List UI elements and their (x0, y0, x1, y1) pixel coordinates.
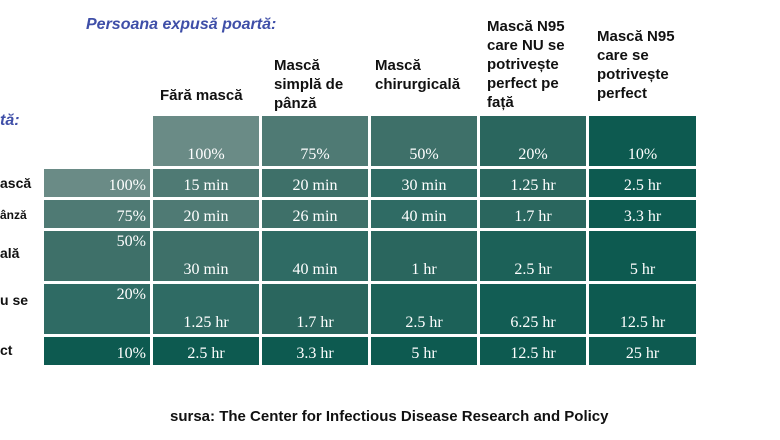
cell-value: 30 min (401, 177, 447, 194)
cell-value: 15 min (183, 177, 229, 194)
column-pct-cell: 10% (589, 116, 696, 166)
row-pct: 75% (116, 208, 146, 225)
cell-value: 26 min (292, 208, 338, 225)
column-pct-cell: 20% (480, 116, 586, 166)
cell-value: 1.7 hr (296, 314, 334, 331)
cell-value: 6.25 hr (510, 314, 556, 331)
cell-value: 1.25 hr (183, 314, 229, 331)
column-header-3: Mască chirurgicală (375, 57, 461, 93)
column-header-4: Mască N95 care NU se potrivește perfect … (487, 18, 565, 111)
row-pct: 20% (116, 286, 146, 303)
cell-value: 5 hr (629, 261, 656, 278)
cell-value: 25 hr (625, 345, 660, 362)
table-cell: 1.7 hr (262, 284, 368, 334)
cell-value: 40 min (401, 208, 447, 225)
cell-value: 1.25 hr (510, 177, 556, 194)
table-cell: 2.5 hr (371, 284, 477, 334)
cell-value: 2.5 hr (405, 314, 443, 331)
column-pct: 50% (409, 146, 439, 163)
table-cell: 20 min (153, 200, 259, 228)
row-header-2: ânză (0, 208, 27, 222)
cell-value: 2.5 hr (514, 261, 552, 278)
table-cell: 1.7 hr (480, 200, 586, 228)
table-cell: 6.25 hr (480, 284, 586, 334)
row-pct-cell: 100% (44, 169, 150, 197)
cell-value: 3.3 hr (623, 208, 662, 225)
table-cell: 1.25 hr (153, 284, 259, 334)
column-pct-cell: 100% (153, 116, 259, 166)
table-cell: 12.5 hr (480, 337, 586, 365)
table-cell: 5 hr (589, 231, 696, 281)
row-pct-cell: 75% (44, 200, 150, 228)
cell-value: 20 min (183, 208, 229, 225)
column-pct: 100% (187, 146, 225, 163)
cell-value: 1.7 hr (514, 208, 552, 225)
exposed-person-title: Persoana expusă poartă: (86, 16, 277, 33)
cell-value: 2.5 hr (623, 177, 662, 194)
table-cell: 2.5 hr (480, 231, 586, 281)
table-cell: 1.25 hr (480, 169, 586, 197)
column-pct-cell: 75% (262, 116, 368, 166)
row-pct-cell: 20% (44, 284, 150, 334)
row-pct: 50% (116, 233, 146, 250)
table-cell: 3.3 hr (589, 200, 696, 228)
column-header-2: Mască simplă de pânză (274, 57, 344, 112)
cell-value: 3.3 hr (296, 345, 334, 362)
table-cell: 15 min (153, 169, 259, 197)
table-cell: 25 hr (589, 337, 696, 365)
cell-value: 1 hr (411, 261, 437, 278)
table-cell: 40 min (371, 200, 477, 228)
cell-value: 12.5 hr (619, 314, 666, 331)
cell-value: 20 min (292, 177, 338, 194)
cell-value: 12.5 hr (510, 345, 556, 362)
row-pct: 100% (108, 177, 146, 194)
table-cell: 12.5 hr (589, 284, 696, 334)
table-cell: 1 hr (371, 231, 477, 281)
table-cell: 3.3 hr (262, 337, 368, 365)
row-pct-cell: 50% (44, 231, 150, 281)
source-caption: sursa: The Center for Infectious Disease… (170, 408, 609, 425)
row-pct: 10% (116, 345, 146, 362)
column-header-5: Mască N95 care se potrivește perfect (597, 28, 675, 102)
row-pct-cell: 10% (44, 337, 150, 365)
row-header-4: u se (0, 292, 29, 308)
cell-value: 5 hr (411, 345, 437, 362)
column-pct: 20% (518, 146, 548, 163)
column-pct: 75% (300, 146, 330, 163)
row-header-3: ală (0, 245, 20, 261)
cell-value: 30 min (183, 261, 229, 278)
table-cell: 40 min (262, 231, 368, 281)
column-pct-cell: 50% (371, 116, 477, 166)
table-cell: 2.5 hr (589, 169, 696, 197)
source-person-title-fragment: tă: (0, 112, 20, 129)
table-cell: 30 min (371, 169, 477, 197)
cell-value: 2.5 hr (187, 345, 225, 362)
table-cell: 26 min (262, 200, 368, 228)
row-header-1: ască (0, 175, 32, 191)
table-cell: 20 min (262, 169, 368, 197)
cell-value: 40 min (292, 261, 338, 278)
column-header-1: Fără mască (160, 87, 243, 104)
table-cell: 5 hr (371, 337, 477, 365)
row-header-5: ct (0, 342, 13, 358)
table-cell: 30 min (153, 231, 259, 281)
column-pct: 10% (627, 146, 658, 163)
table-cell: 2.5 hr (153, 337, 259, 365)
